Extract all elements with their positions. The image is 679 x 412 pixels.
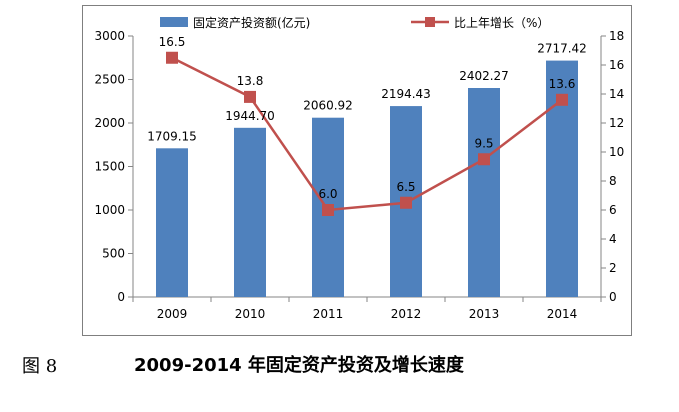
growth-marker-2010 bbox=[244, 90, 256, 103]
combo-chart: 0 500 1000 1500 2000 2500 3000 0 2 4 6 8 10 12 14 16 18 2… bbox=[94, 15, 624, 321]
bars-layer bbox=[156, 60, 578, 298]
figure-caption: 2009-2014 年固定资产投资及增长速度 bbox=[134, 355, 464, 376]
bar-value-label: 2402.27 bbox=[459, 69, 509, 83]
growth-value-label: 6.5 bbox=[396, 180, 415, 194]
growth-value-label: 16.5 bbox=[159, 35, 186, 49]
bar-2009 bbox=[156, 148, 188, 297]
bar-value-label: 2194.43 bbox=[381, 87, 431, 101]
right-axis-tick-label: 10 bbox=[609, 145, 624, 159]
x-axis-tick-label: 2013 bbox=[469, 307, 500, 321]
right-axis-tick-label: 14 bbox=[609, 87, 624, 101]
left-axis-tick-label: 1500 bbox=[94, 160, 125, 174]
bar-value-label: 2717.42 bbox=[537, 42, 587, 56]
x-axis-tick-label: 2014 bbox=[547, 307, 578, 321]
right-axis-tick-label: 18 bbox=[609, 29, 624, 43]
legend-bar-label: 固定资产投资额(亿元) bbox=[193, 15, 310, 30]
growth-marker-2013 bbox=[478, 153, 490, 166]
growth-value-label: 9.5 bbox=[474, 136, 493, 150]
right-axis-tick-label: 4 bbox=[609, 232, 617, 246]
left-axis-tick-label: 0 bbox=[117, 290, 125, 304]
right-axis-tick-label: 6 bbox=[609, 203, 617, 217]
left-axis-tick-label: 500 bbox=[102, 247, 125, 261]
legend-bar-swatch bbox=[160, 17, 188, 27]
line-layer bbox=[166, 51, 568, 216]
left-axis-tick-label: 2500 bbox=[94, 73, 125, 87]
right-axis-tick-label: 16 bbox=[609, 58, 624, 72]
x-axis-tick-label: 2011 bbox=[313, 307, 344, 321]
bar-value-label: 2060.92 bbox=[303, 99, 353, 113]
bar-2010 bbox=[234, 127, 266, 297]
legend: 固定资产投资额(亿元) 比上年增长（%） bbox=[160, 15, 549, 30]
bar-2013 bbox=[468, 88, 500, 298]
right-axis-tick-label: 12 bbox=[609, 116, 624, 130]
x-axis-tick-label: 2012 bbox=[391, 307, 422, 321]
growth-marker-2009 bbox=[166, 51, 178, 64]
growth-marker-2011 bbox=[322, 204, 334, 216]
bar-value-label: 1944.70 bbox=[225, 109, 275, 123]
labels-layer: 1709.15 1944.70 2060.92 2194.43 2402.27 2717.… bbox=[147, 35, 587, 201]
left-axis-tick-label: 2000 bbox=[94, 116, 125, 130]
left-axis-tick-label: 1000 bbox=[94, 203, 125, 217]
legend-line-marker bbox=[425, 17, 435, 27]
growth-value-label: 13.8 bbox=[237, 74, 264, 88]
bar-value-label: 1709.15 bbox=[147, 129, 197, 143]
growth-marker-2012 bbox=[400, 196, 412, 209]
growth-value-label: 13.6 bbox=[549, 77, 576, 91]
right-axis-tick-label: 2 bbox=[609, 261, 617, 275]
growth-rate-line bbox=[171, 56, 563, 212]
left-axis-tick-label: 3000 bbox=[94, 29, 125, 43]
x-axis-tick-label: 2009 bbox=[157, 307, 188, 321]
right-axis-tick-label: 0 bbox=[609, 290, 617, 304]
right-axis-tick-label: 8 bbox=[609, 174, 617, 188]
chart-frame: 0 500 1000 1500 2000 2500 3000 0 2 4 6 8 10 12 14 16 18 2… bbox=[82, 5, 632, 336]
growth-marker-2014 bbox=[556, 93, 568, 106]
figure-number: 图 8 bbox=[22, 356, 58, 377]
growth-value-label: 6.0 bbox=[318, 187, 337, 201]
legend-line-label: 比上年增长（%） bbox=[454, 16, 549, 30]
axes-layer: 0 500 1000 1500 2000 2500 3000 0 2 4 6 8 10 12 14 16 18 2… bbox=[94, 29, 624, 321]
x-axis-tick-label: 2010 bbox=[235, 307, 266, 321]
